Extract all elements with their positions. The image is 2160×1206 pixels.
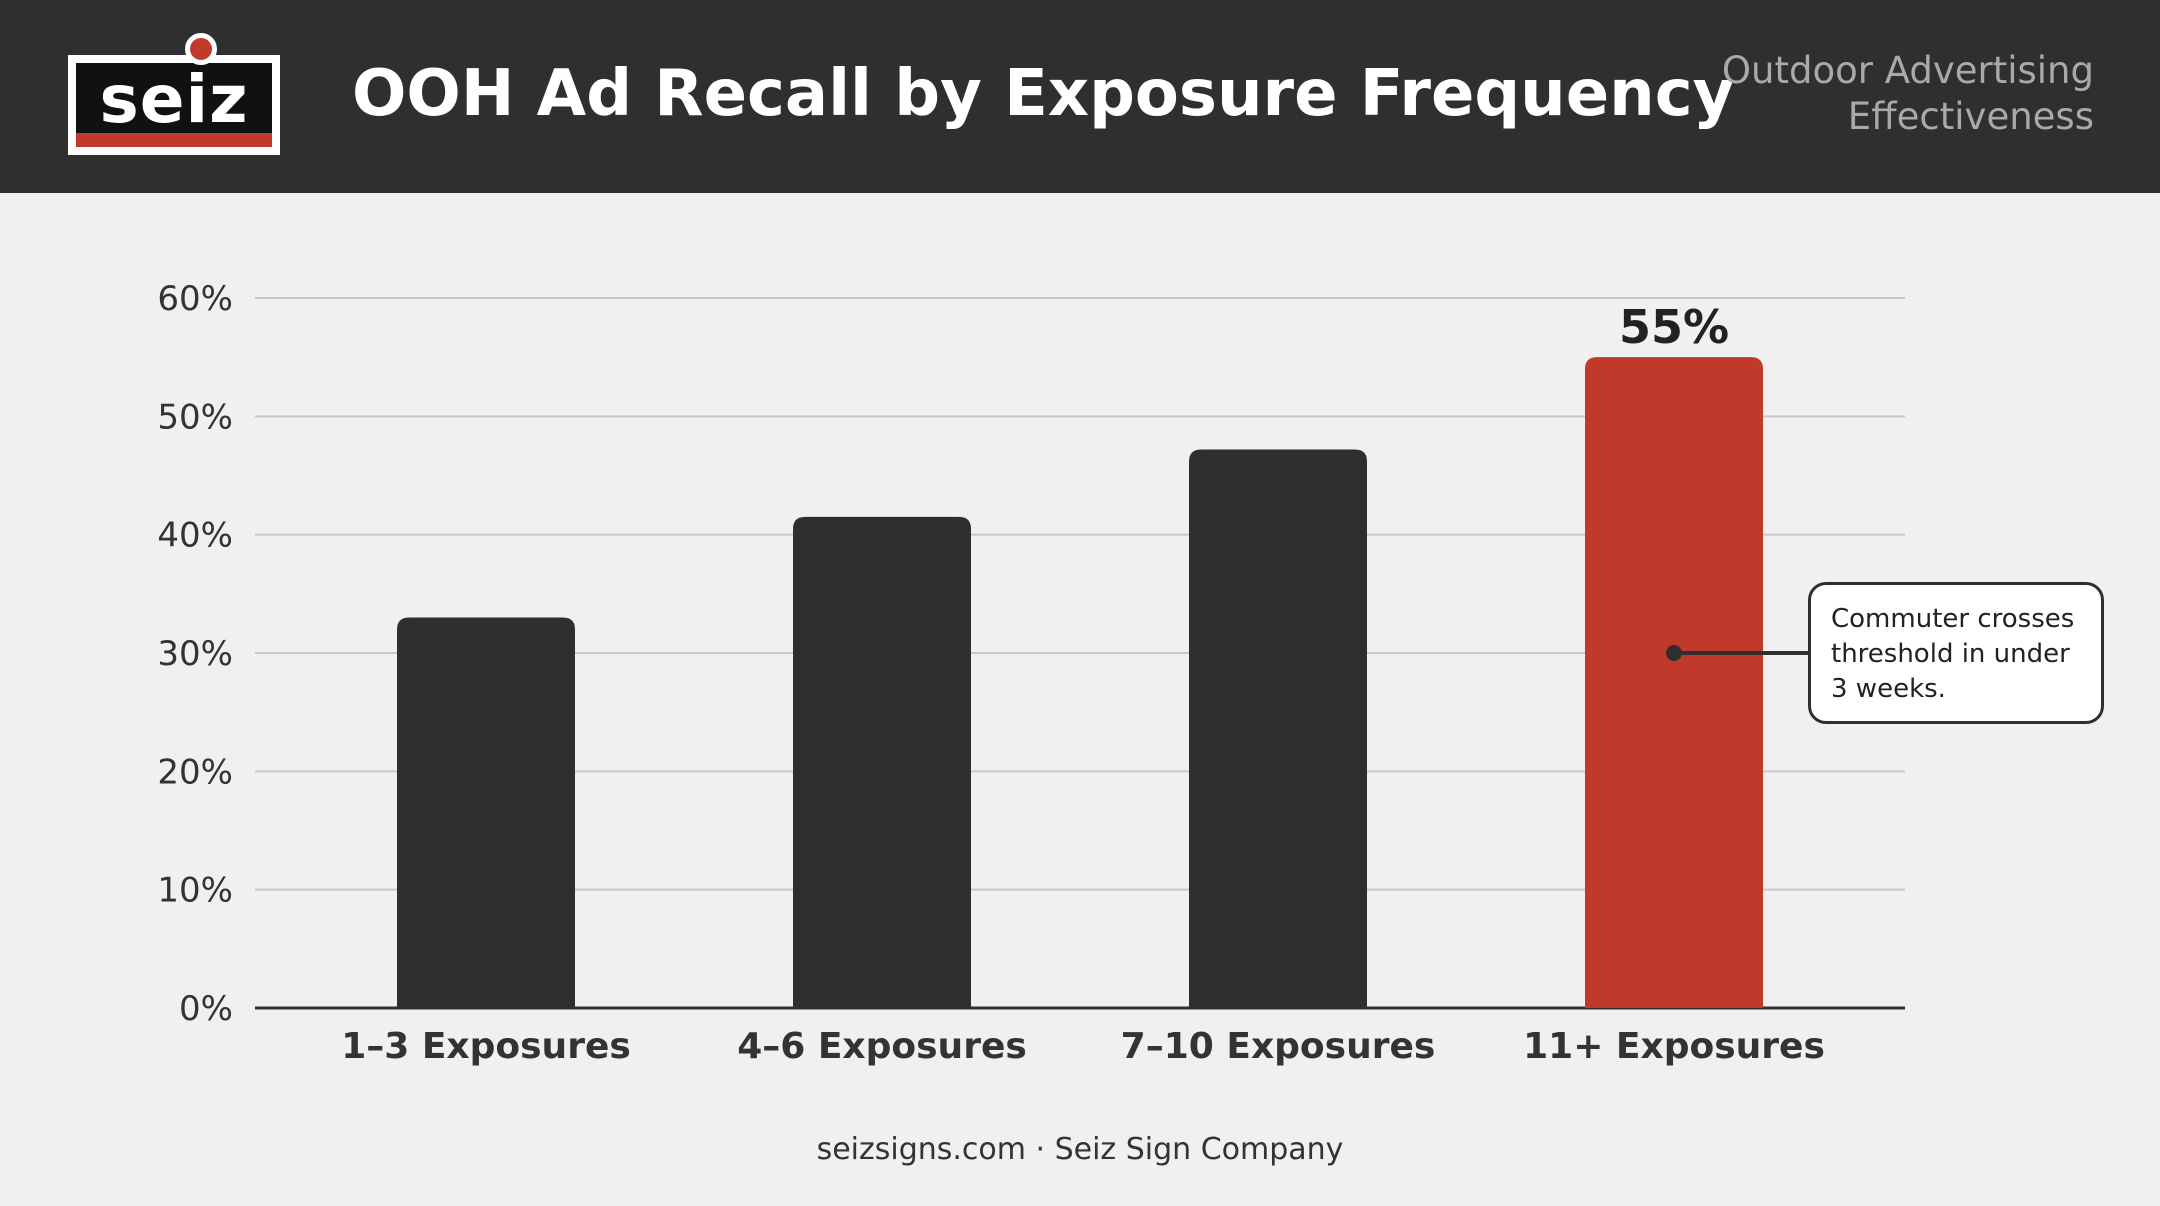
x-tick-label: 1–3 Exposures [341, 1026, 631, 1067]
y-tick-label: 10% [157, 871, 233, 911]
x-tick-label: 4–6 Exposures [737, 1026, 1027, 1067]
bar [397, 617, 575, 1008]
y-tick-label: 0% [179, 989, 233, 1029]
y-tick-label: 50% [157, 397, 233, 437]
page-subtitle: Outdoor Advertising Effectiveness [1721, 49, 2094, 138]
bar [1189, 449, 1367, 1008]
y-tick-label: 40% [157, 516, 233, 556]
x-tick-label: 11+ Exposures [1523, 1026, 1825, 1067]
y-tick-label: 60% [157, 279, 233, 319]
page-title: OOH Ad Recall by Exposure Frequency [352, 57, 1735, 131]
bar [793, 516, 971, 1008]
y-tick-label: 20% [157, 752, 233, 792]
data-label: 55% [1619, 300, 1729, 354]
annotation-callout: Commuter crosses threshold in under 3 we… [1808, 582, 2104, 724]
footer-credit: seizsigns.com · Seiz Sign Company [816, 1132, 1344, 1167]
seiz-logo: seiz [68, 55, 280, 155]
y-tick-label: 30% [157, 634, 233, 674]
x-tick-label: 7–10 Exposures [1121, 1026, 1436, 1067]
logo-text: seiz [99, 61, 249, 138]
logo-stripe [76, 133, 272, 147]
header-bar: seiz OOH Ad Recall by Exposure Frequency… [0, 0, 2160, 193]
annotation-dot [1666, 645, 1682, 661]
bar [1585, 357, 1763, 1009]
logo-dot-icon [185, 33, 217, 65]
